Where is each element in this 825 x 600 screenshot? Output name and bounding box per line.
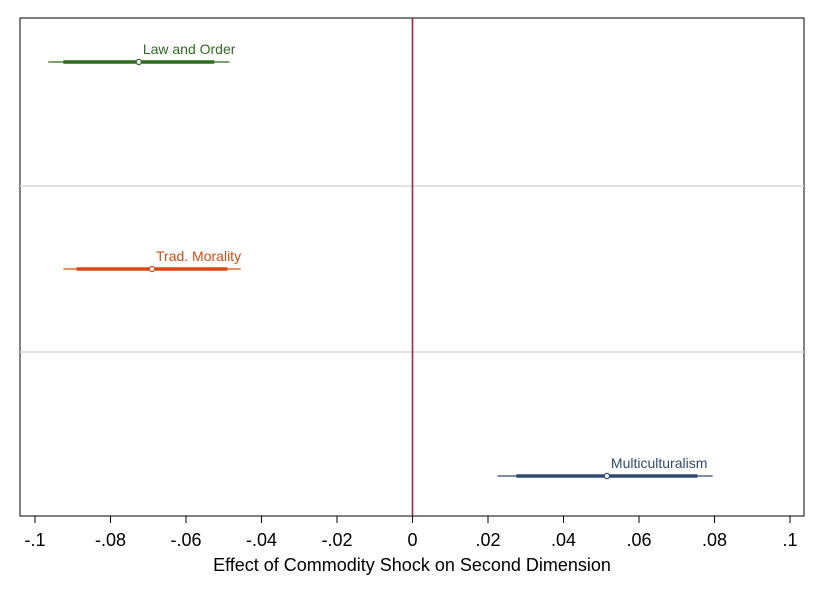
x-tick-label: .06 <box>626 530 651 550</box>
x-axis-title: Effect of Commodity Shock on Second Dime… <box>213 555 611 575</box>
point-estimate <box>603 472 611 480</box>
series-label: Trad. Morality <box>156 248 241 264</box>
x-tick-label: -.06 <box>170 530 201 550</box>
point-estimate <box>148 265 156 273</box>
x-tick-label: -.02 <box>321 530 352 550</box>
x-tick-label: -.08 <box>95 530 126 550</box>
x-tick-label: .1 <box>782 530 797 550</box>
x-axis: -.1 -.08 -.06 -.04 -.02 0 .02 .04 .06 .08 .1 <box>24 516 798 550</box>
x-tick-label: -.1 <box>24 530 45 550</box>
series-layer: Law and Order Trad. Morality Multicultural… <box>48 41 713 480</box>
point-estimate <box>135 58 143 66</box>
x-tick-label: -.04 <box>246 530 277 550</box>
x-tick-label: .02 <box>475 530 500 550</box>
x-tick-label: .08 <box>702 530 727 550</box>
series-label: Law and Order <box>143 41 236 57</box>
x-tick-label: .04 <box>551 530 576 550</box>
x-tick-label: 0 <box>407 530 417 550</box>
series-label: Multiculturalism <box>611 455 707 471</box>
